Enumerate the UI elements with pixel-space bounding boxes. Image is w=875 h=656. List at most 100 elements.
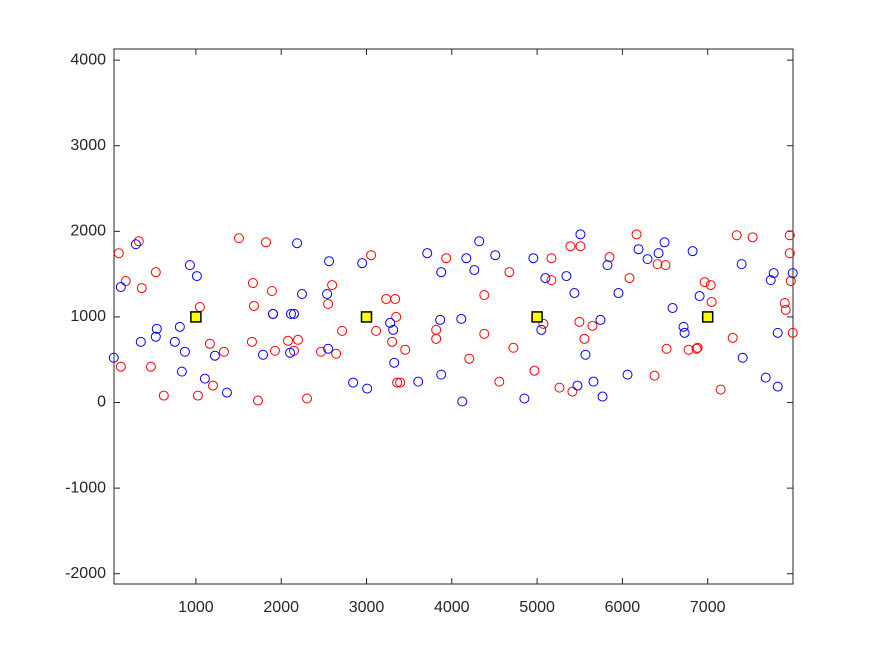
circle-marker: [687, 246, 698, 257]
circle-marker: [519, 393, 530, 404]
circle-marker: [587, 320, 598, 331]
circle-marker: [292, 334, 303, 345]
circle-marker: [158, 390, 169, 401]
circle-marker: [391, 311, 402, 322]
circle-marker: [561, 271, 572, 282]
circle-marker: [252, 395, 263, 406]
circle-marker: [490, 250, 501, 261]
circle-marker: [787, 327, 798, 338]
circle-marker: [736, 259, 747, 270]
circle-marker: [151, 323, 162, 334]
circle-marker: [323, 343, 334, 354]
circle-marker: [464, 353, 475, 364]
circle-marker: [622, 369, 633, 380]
circle-marker: [479, 328, 490, 339]
circle-marker: [661, 343, 672, 354]
circle-marker: [337, 325, 348, 336]
x-tick-label: 7000: [690, 599, 726, 616]
circle-marker: [652, 259, 663, 270]
x-tick-label: 4000: [434, 599, 470, 616]
circle-marker: [184, 260, 195, 271]
circle-marker: [385, 317, 396, 328]
circle-marker: [266, 285, 277, 296]
circle-marker: [174, 321, 185, 332]
circle-marker: [659, 237, 670, 248]
circle-marker: [653, 248, 664, 259]
circle-marker: [597, 391, 608, 402]
y-tick-label: 0: [97, 394, 106, 411]
circle-marker: [169, 336, 180, 347]
y-tick-label: -1000: [65, 479, 106, 496]
circle-marker: [504, 267, 515, 278]
circle-marker: [179, 346, 190, 357]
circle-marker: [233, 233, 244, 244]
circle-marker: [785, 276, 796, 287]
circle-marker: [494, 376, 505, 387]
circle-marker: [694, 291, 705, 302]
square-marker: [360, 311, 373, 323]
circle-marker: [737, 352, 748, 363]
circle-marker: [649, 370, 660, 381]
circle-marker: [389, 357, 400, 368]
circle-marker: [285, 347, 296, 358]
circle-marker: [529, 365, 540, 376]
circle-marker: [120, 276, 131, 287]
circle-marker: [784, 230, 795, 241]
circle-marker: [135, 336, 146, 347]
circle-marker: [392, 377, 403, 388]
circle-marker: [209, 350, 220, 361]
y-tick-label: 4000: [70, 51, 106, 68]
circle-marker: [176, 366, 187, 377]
circle-marker: [436, 369, 447, 380]
circle-marker: [779, 297, 790, 308]
x-tick-label: 5000: [519, 599, 555, 616]
circle-marker: [145, 361, 156, 372]
circle-marker: [436, 267, 447, 278]
circle-marker: [150, 331, 161, 342]
circle-marker: [546, 275, 557, 286]
circle-marker: [479, 290, 490, 301]
x-tick-label: 2000: [263, 599, 299, 616]
circle-marker: [624, 273, 635, 284]
circle-marker: [113, 248, 124, 259]
circle-marker: [108, 352, 119, 363]
circle-marker: [422, 248, 433, 259]
circle-marker: [727, 332, 738, 343]
circle-marker: [768, 268, 779, 279]
circle-marker: [413, 376, 424, 387]
circle-marker: [457, 396, 468, 407]
circle-marker: [322, 288, 333, 299]
circle-marker: [388, 324, 399, 335]
circle-marker: [324, 256, 335, 267]
plot-area: [113, 48, 794, 585]
circle-marker: [136, 283, 147, 294]
circle-marker: [546, 253, 557, 264]
circle-marker: [540, 273, 551, 284]
circle-marker: [595, 314, 606, 325]
circle-marker: [400, 344, 411, 355]
circle-marker: [772, 381, 783, 392]
circle-marker: [575, 229, 586, 240]
y-tick-label: 2000: [70, 223, 106, 240]
y-tick-label: -2000: [65, 565, 106, 582]
circle-marker: [461, 253, 472, 264]
circle-marker: [554, 382, 565, 393]
circle-marker: [579, 333, 590, 344]
circle-marker: [692, 342, 703, 353]
y-tick-label: 1000: [70, 308, 106, 325]
circle-marker: [528, 253, 539, 264]
circle-marker: [302, 393, 313, 404]
circle-marker: [371, 325, 382, 336]
circle-marker: [602, 260, 613, 271]
circle-marker: [331, 348, 342, 359]
circle-marker: [248, 300, 259, 311]
circle-marker: [787, 268, 798, 279]
circle-marker: [327, 280, 338, 291]
square-marker: [531, 311, 543, 323]
circle-marker: [247, 278, 258, 289]
circle-marker: [667, 302, 678, 313]
circle-marker: [286, 308, 297, 319]
circle-marker: [691, 343, 702, 354]
square-marker: [190, 311, 202, 323]
circle-marker: [678, 321, 689, 332]
